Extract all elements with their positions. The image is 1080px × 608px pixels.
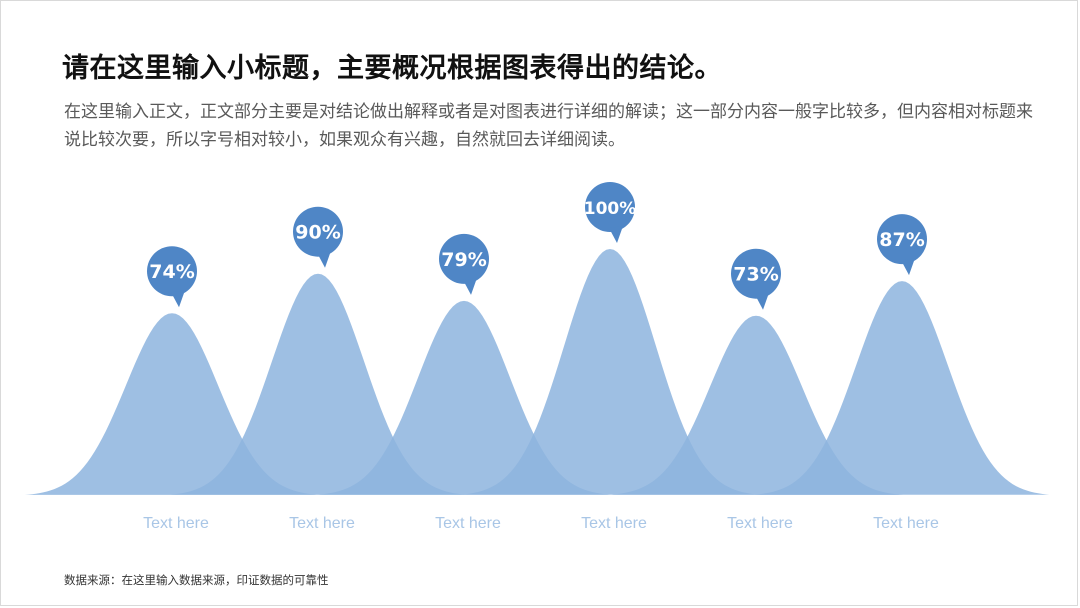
category-label-6: Text here — [873, 515, 939, 532]
data-source-note: 数据来源：在这里输入数据来源，印证数据的可靠性 — [64, 573, 329, 587]
value-bubble-3: 79% — [439, 233, 489, 295]
value-label-2: 90% — [295, 222, 340, 244]
bubble-tail — [171, 290, 185, 308]
category-label-2: Text here — [289, 515, 355, 532]
bubble-tail — [901, 258, 915, 276]
value-label-5: 73% — [733, 264, 778, 286]
category-label-1: Text here — [143, 515, 209, 532]
bubble-circle — [877, 214, 927, 265]
body-paragraph: 在这里输入正文，正文部分主要是对结论做出解释或者是对图表进行详细的解读；这一部分… — [64, 102, 1033, 150]
category-label-5: Text here — [727, 515, 793, 532]
bubble-circle — [147, 246, 197, 297]
bubble-circle — [585, 182, 635, 232]
value-bubble-5: 73% — [731, 248, 781, 310]
peaks-layer — [24, 249, 1050, 495]
bubble-circle — [439, 233, 489, 284]
value-label-6: 87% — [879, 229, 924, 251]
value-bubble-1: 74% — [147, 246, 197, 308]
value-label-4: 100% — [584, 199, 637, 219]
value-bubble-6: 87% — [877, 214, 927, 276]
category-label-3: Text here — [435, 515, 501, 532]
category-label-4: Text here — [581, 515, 647, 532]
bubble-tail — [609, 226, 623, 243]
value-bubble-2: 90% — [293, 206, 343, 268]
category-labels-layer: Text here Text here Text here Text here Text… — [143, 515, 939, 532]
bubbles-layer: 74% 90% 79% 100% 73% 87% — [147, 182, 927, 310]
peak-4 — [462, 249, 758, 495]
bubble-circle — [293, 206, 343, 257]
value-bubble-4: 100% — [584, 182, 637, 243]
bubble-tail — [755, 292, 769, 310]
value-label-3: 79% — [441, 249, 486, 271]
value-label-1: 74% — [149, 261, 194, 283]
peak-6 — [754, 281, 1050, 495]
bubble-tail — [463, 277, 477, 295]
bubble-tail — [317, 250, 331, 268]
bubble-circle — [731, 248, 781, 299]
slide-title: 请在这里输入小标题，主要概况根据图表得出的结论。 — [62, 53, 722, 84]
